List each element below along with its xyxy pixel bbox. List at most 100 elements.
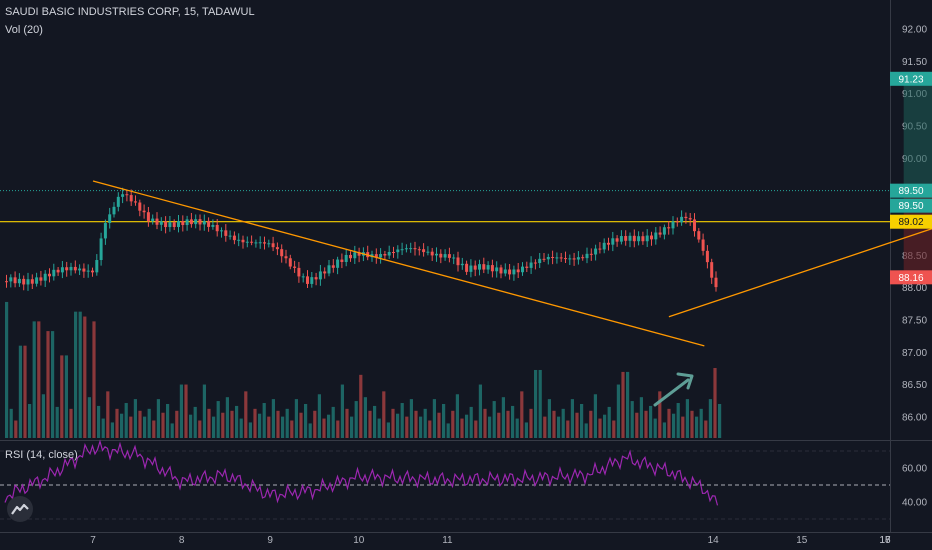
rsi-line xyxy=(4,439,719,506)
candle-body xyxy=(439,253,443,258)
candle-body xyxy=(232,235,236,241)
volume-bar xyxy=(133,399,137,438)
candle-body xyxy=(134,201,137,203)
volume-bar xyxy=(639,397,643,438)
volume-bar xyxy=(124,403,128,438)
volume-bar xyxy=(612,420,616,438)
volume-bar xyxy=(446,423,450,438)
volume-bar xyxy=(216,401,220,438)
candle-body xyxy=(409,248,413,250)
symbol-title: SAUDI BASIC INDUSTRIES CORP, 15, TADAWUL xyxy=(5,6,255,18)
volume-bar xyxy=(55,406,59,438)
candle-body xyxy=(675,221,679,223)
arrow-head xyxy=(676,372,694,390)
volume-bar xyxy=(672,413,676,438)
volume-bar xyxy=(225,397,229,438)
volume-bar xyxy=(313,410,317,438)
candle-body xyxy=(26,279,30,285)
volume-bar xyxy=(322,418,326,438)
volume-bar xyxy=(276,410,280,438)
volume-bar xyxy=(166,403,170,438)
volume-bar xyxy=(432,399,436,438)
candle-body xyxy=(714,277,718,288)
candle-body xyxy=(615,238,619,242)
candle-body xyxy=(151,218,155,222)
candle-body xyxy=(22,278,26,285)
volume-bar xyxy=(175,410,179,438)
volume-bar xyxy=(391,408,395,438)
candle-body xyxy=(495,267,499,272)
candle-body xyxy=(314,277,318,280)
candle-body xyxy=(473,265,477,270)
descending-trendline xyxy=(92,180,705,347)
candle-body xyxy=(275,247,279,250)
volume-bar xyxy=(271,399,275,438)
volume-bar xyxy=(156,399,160,438)
target-zone xyxy=(903,78,932,191)
candle-body xyxy=(284,256,288,259)
volume-bar xyxy=(690,410,694,438)
arrow-shaft xyxy=(653,378,690,407)
candle-body xyxy=(189,219,193,225)
tradingview-logo-icon[interactable] xyxy=(7,496,33,522)
candle-body xyxy=(52,269,56,277)
candle-body xyxy=(512,269,516,275)
volume-bar xyxy=(409,399,413,438)
candle-body xyxy=(637,236,641,242)
volume-bar xyxy=(662,422,666,438)
volume-bar xyxy=(120,413,124,438)
volume-bar xyxy=(239,418,243,438)
candle-body xyxy=(662,227,666,235)
candle-body xyxy=(460,263,464,266)
time-axis-tick: 16 xyxy=(879,535,891,546)
price-label-stop xyxy=(890,270,932,285)
candle-body xyxy=(297,267,301,277)
volume-bar xyxy=(262,403,266,438)
candle-body xyxy=(112,206,116,215)
candle-body xyxy=(323,271,327,274)
candle-body xyxy=(607,242,610,245)
candle-body xyxy=(624,236,628,241)
volume-bar xyxy=(635,412,639,438)
volume-bar xyxy=(455,394,459,438)
candle-body xyxy=(267,243,271,245)
volume-bar xyxy=(570,399,574,438)
volume-bar xyxy=(483,408,487,438)
candle-body xyxy=(654,232,658,240)
candle-body xyxy=(194,219,198,225)
volume-bar xyxy=(607,406,611,438)
volume-bar xyxy=(363,397,367,438)
candle-body xyxy=(564,258,567,260)
candle-body xyxy=(465,263,469,272)
volume-bar xyxy=(501,397,505,438)
volume-bar xyxy=(152,420,156,438)
volume-bar xyxy=(193,406,197,438)
candle-body xyxy=(60,267,64,273)
price-axis-tick: 86.50 xyxy=(902,380,927,391)
candle-body xyxy=(559,257,563,259)
volume-bar xyxy=(603,414,607,438)
candle-body xyxy=(177,221,180,228)
candle-body xyxy=(95,260,99,273)
volume-bar xyxy=(593,394,597,438)
volume-bar xyxy=(658,391,662,438)
volume-bar xyxy=(616,384,620,438)
volume-bar xyxy=(653,418,657,438)
candle-body xyxy=(374,254,378,258)
volume-bar xyxy=(506,410,510,438)
volume-bar xyxy=(368,410,372,438)
candle-body xyxy=(254,242,258,244)
volume-bar xyxy=(359,374,363,438)
volume-bar xyxy=(9,408,13,438)
volume-bar xyxy=(575,412,579,438)
candle-body xyxy=(529,262,533,268)
candle-body xyxy=(447,254,451,258)
price-axis-tick: 92.00 xyxy=(902,25,927,36)
volume-bar xyxy=(161,412,165,438)
price-axis-tick: 88.00 xyxy=(902,283,927,294)
candle-body xyxy=(632,235,636,242)
volume-bar xyxy=(198,420,202,438)
volume-bar xyxy=(543,416,547,438)
volume-bar xyxy=(685,399,689,438)
